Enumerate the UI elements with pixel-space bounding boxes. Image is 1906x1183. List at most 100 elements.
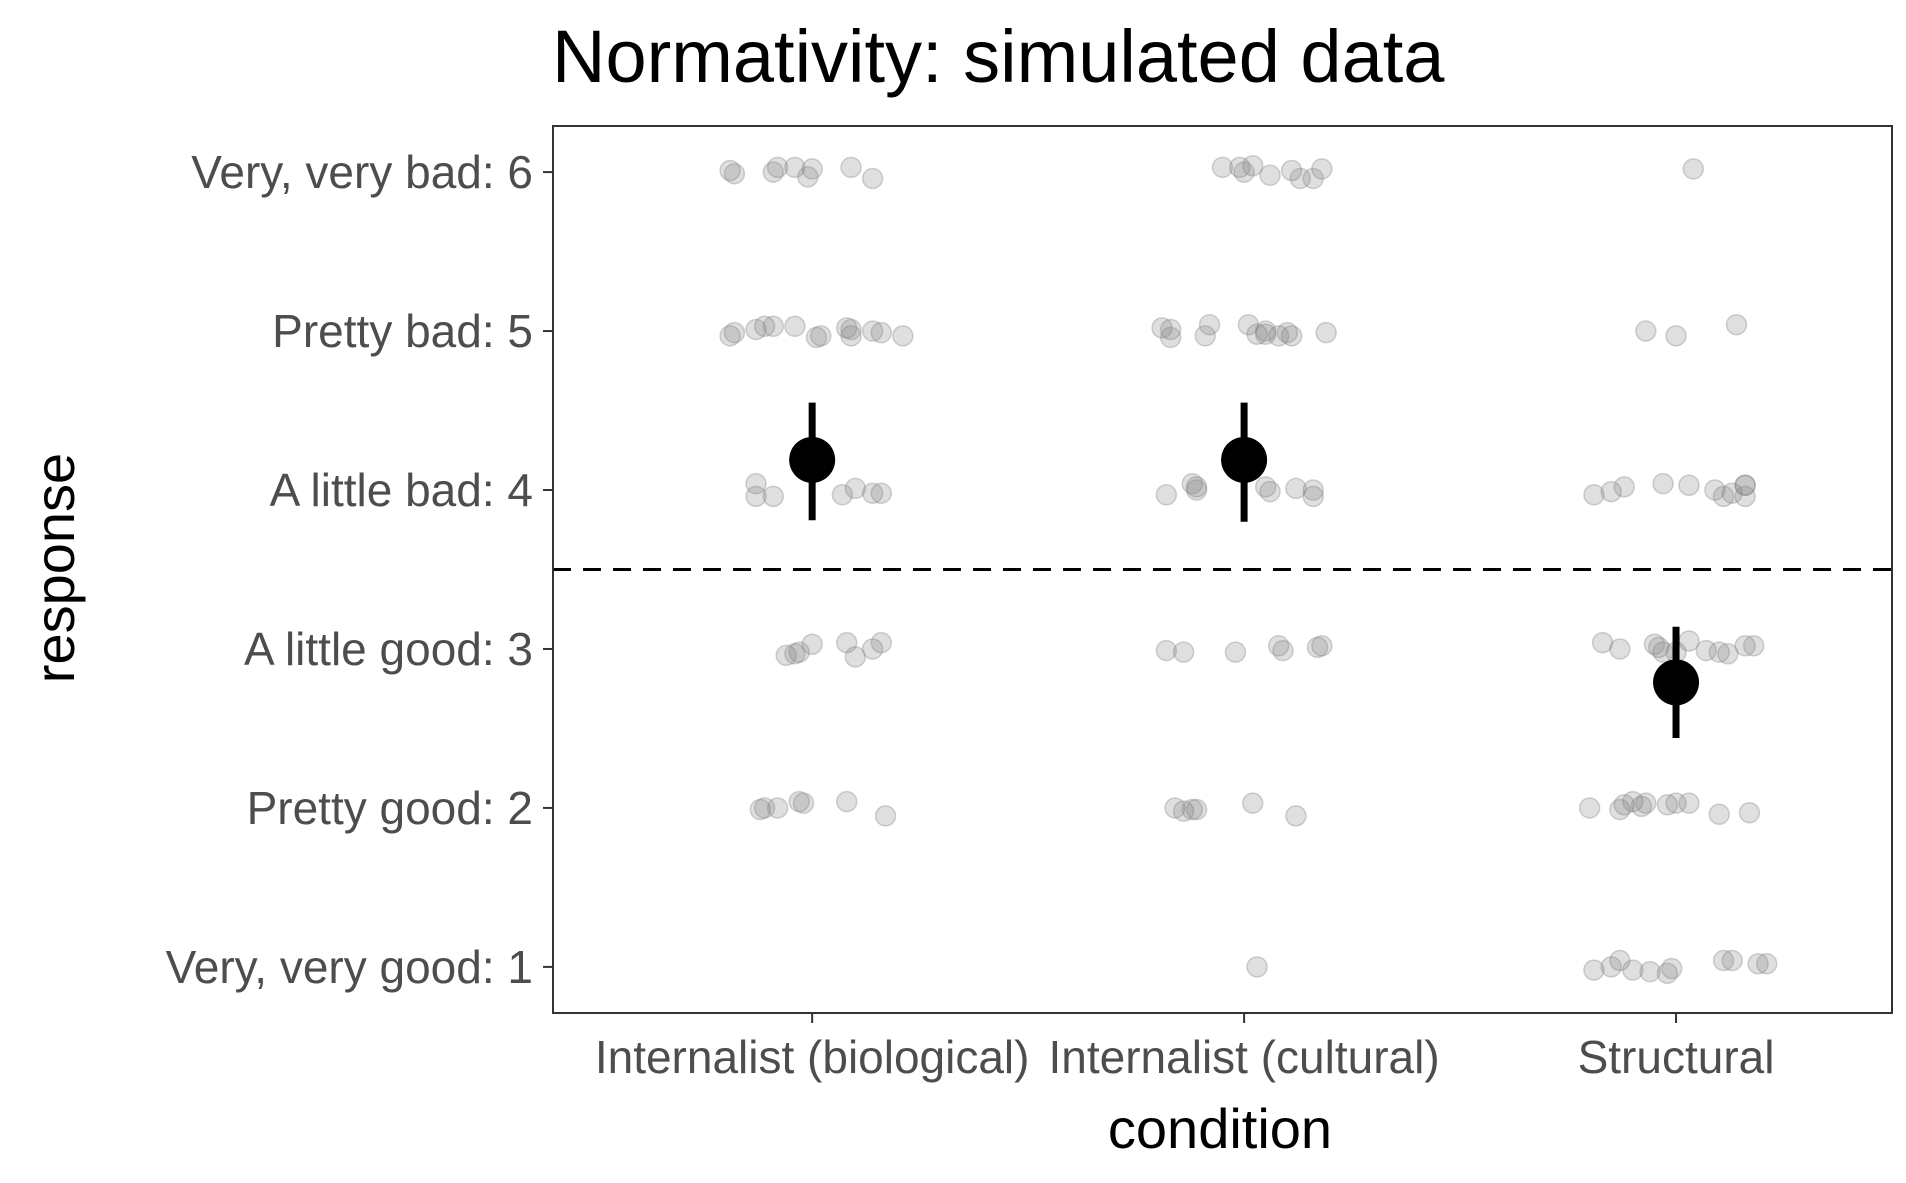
data-point: [753, 797, 776, 819]
data-point: [1241, 154, 1264, 177]
data-point: [892, 325, 914, 347]
data-point: [1159, 318, 1182, 341]
data-point: [861, 482, 884, 504]
data-point: [1725, 313, 1748, 336]
data-point: [1302, 479, 1324, 501]
data-point: [1613, 476, 1635, 498]
data-point: [745, 472, 767, 495]
y-tick-label: Pretty good: 2: [247, 782, 533, 834]
data-point: [1224, 641, 1247, 663]
data-point: [1267, 325, 1290, 347]
data-point: [1656, 794, 1679, 816]
data-point: [1259, 164, 1281, 187]
data-point: [1155, 484, 1178, 506]
data-point: [788, 641, 810, 663]
data-point: [1259, 480, 1281, 503]
data-point: [1734, 635, 1756, 657]
data-point: [844, 646, 867, 668]
data-point: [874, 805, 897, 827]
data-point: [784, 156, 806, 179]
data-point: [801, 633, 823, 655]
x-tick-label: Internalist (biological): [595, 1031, 1030, 1083]
data-point: [1181, 472, 1204, 495]
data-point: [1151, 317, 1173, 339]
data-point: [1721, 949, 1743, 972]
data-point: [1181, 798, 1204, 821]
data-point: [835, 631, 858, 654]
data-point: [831, 484, 854, 506]
data-point: [1652, 472, 1674, 495]
data-point: [775, 644, 797, 667]
data-point: [762, 315, 785, 338]
mean-point: [789, 436, 836, 483]
data-point: [1609, 798, 1631, 821]
data-point: [1578, 797, 1601, 819]
data-point: [1747, 952, 1769, 975]
data-point: [1622, 790, 1644, 813]
data-point: [1172, 641, 1195, 663]
data-point: [792, 792, 815, 814]
data-point: [1164, 797, 1186, 819]
data-point: [1660, 957, 1683, 980]
data-point: [784, 642, 806, 665]
data-point: [1630, 795, 1653, 818]
data-point: [1609, 638, 1631, 660]
data-point: [1721, 482, 1743, 504]
data-point: [1155, 639, 1178, 662]
data-point: [1708, 803, 1730, 826]
data-point: [1648, 636, 1670, 659]
data-point: [1583, 959, 1605, 981]
data-point: [1643, 633, 1666, 655]
data-point: [1246, 956, 1268, 978]
data-point: [1185, 479, 1208, 501]
y-tick-label: A little good: 3: [244, 623, 533, 675]
data-point: [762, 485, 785, 508]
data-point: [1678, 474, 1700, 497]
data-point: [1708, 641, 1730, 663]
mean-point: [1221, 436, 1268, 483]
data-point: [1280, 325, 1303, 347]
data-point: [1280, 159, 1303, 182]
data-point: [840, 325, 862, 347]
data-point: [1665, 792, 1687, 814]
data-point: [1755, 952, 1778, 975]
data-point: [1276, 321, 1299, 344]
y-tick-label: Pretty bad: 5: [272, 305, 533, 357]
data-point: [801, 158, 823, 180]
data-point: [1738, 801, 1761, 824]
data-point: [1159, 326, 1182, 349]
data-point: [840, 318, 862, 341]
data-point: [723, 162, 746, 185]
data-point: [1734, 474, 1756, 497]
data-point: [861, 320, 884, 342]
data-point: [1285, 477, 1307, 500]
data-point: [870, 631, 893, 654]
data-point: [1678, 792, 1700, 814]
data-point: [1591, 631, 1614, 654]
data-point: [1583, 484, 1605, 506]
data-point: [1600, 480, 1622, 503]
x-tick-label: Internalist (cultural): [1049, 1031, 1440, 1083]
y-axis-title: response: [23, 453, 86, 683]
data-point: [1194, 325, 1216, 347]
data-point: [1185, 798, 1208, 821]
data-point: [788, 790, 810, 813]
data-point: [1695, 639, 1718, 662]
data-point: [835, 317, 858, 339]
data-point: [870, 321, 893, 344]
data-point: [745, 318, 767, 341]
data-point: [1613, 794, 1635, 816]
data-point: [1704, 479, 1726, 501]
data-point: [1272, 639, 1294, 662]
data-point: [1315, 321, 1337, 344]
data-point: [1622, 959, 1644, 981]
data-point: [745, 485, 767, 508]
x-axis-title: condition: [1108, 1097, 1332, 1160]
y-tick-label: A little bad: 4: [270, 464, 533, 516]
data-point: [1302, 167, 1324, 190]
chart-title: Normativity: simulated data: [552, 15, 1445, 98]
y-tick-label: Very, very bad: 6: [191, 146, 533, 198]
data-point: [1237, 313, 1260, 336]
